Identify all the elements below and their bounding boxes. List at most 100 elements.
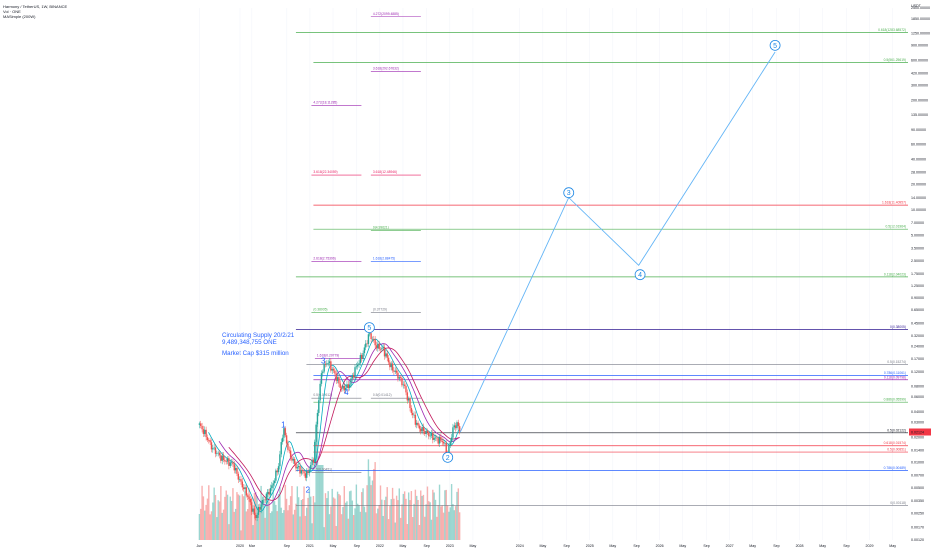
volume-bar <box>230 500 233 540</box>
volume-bar <box>409 500 411 540</box>
volume-bar <box>200 508 202 540</box>
candle-body <box>322 371 324 374</box>
candle-body <box>226 458 229 462</box>
candle-body <box>280 442 282 455</box>
candle-body <box>213 447 215 449</box>
volume-bar <box>303 486 305 540</box>
volume-bar <box>327 491 329 540</box>
volume-bar <box>284 484 286 540</box>
candle-body <box>240 479 242 482</box>
candle-body <box>255 515 257 518</box>
fib-left-label: 3.618(12.48946) <box>373 170 397 174</box>
candle-body <box>407 398 410 401</box>
wave-label: 5 <box>367 325 371 332</box>
volume-bar <box>378 505 380 540</box>
wave-circle <box>634 269 646 281</box>
volume-bar <box>381 499 383 540</box>
candle-body <box>444 442 446 444</box>
candle-body <box>285 435 288 444</box>
ma-long-line <box>228 347 460 501</box>
volume-bar <box>295 503 297 540</box>
candle-body <box>289 450 292 458</box>
candle-body <box>238 479 241 480</box>
candle-body <box>332 368 335 371</box>
y-tick-label: 0.03000 <box>911 421 924 425</box>
x-tick-label: 2026 <box>656 544 664 548</box>
volume-bar <box>308 489 311 540</box>
candle-body <box>377 343 379 349</box>
y-tick-label: 10.00000 <box>911 208 926 212</box>
y-tick-label: 14.00000 <box>911 196 926 200</box>
candle-body <box>297 466 300 468</box>
candle-body <box>405 385 407 393</box>
volume-bar <box>307 497 309 540</box>
volume-bar <box>373 468 375 540</box>
candle-body <box>314 441 316 463</box>
volume-bar <box>413 503 415 540</box>
candle-body <box>241 481 244 488</box>
volume-bar <box>220 486 222 540</box>
last-price-label: 0.02124 <box>911 430 924 434</box>
candle-body <box>318 400 320 413</box>
volume-bar <box>217 500 219 540</box>
candle-body <box>379 348 382 350</box>
candle-body <box>257 506 260 515</box>
candle-body <box>457 422 460 427</box>
candlesticks <box>198 330 461 522</box>
candle-body <box>248 496 250 500</box>
candle-body <box>362 353 364 359</box>
candle-body <box>272 483 274 486</box>
volume-bar <box>375 513 378 540</box>
y-tick-label: 3.50000 <box>911 246 924 250</box>
fib-label: 1.618(11.40957) <box>882 201 906 205</box>
volume-bar <box>448 511 450 540</box>
candle-body <box>284 428 286 436</box>
candle-body <box>251 502 253 512</box>
candle-body <box>218 452 221 456</box>
symbol-title: Harmony / TetherUS, 1W, BINANCE <box>3 4 68 9</box>
volume-bar <box>371 480 374 540</box>
candle-body <box>450 437 453 442</box>
candle-body <box>373 338 375 340</box>
volume-bar <box>365 512 367 540</box>
fib-left-label: 0.5(0.02612) <box>313 393 332 397</box>
volume-bar <box>450 484 453 540</box>
candle-body <box>296 467 299 469</box>
volume-bar <box>315 425 317 540</box>
volume-bar <box>394 522 396 540</box>
volume-bar <box>332 497 335 540</box>
candle-body <box>268 491 270 495</box>
y-tick-label: 200.00000 <box>911 99 928 103</box>
fib-left-label: 0.5(0.00451) <box>313 468 332 472</box>
volume-bar <box>287 510 289 540</box>
fib-left-label: (0.38005) <box>313 307 327 311</box>
y-tick-label: 0.06000 <box>911 395 924 399</box>
candle-body <box>245 487 248 496</box>
volume-bar <box>390 499 392 540</box>
candle-body <box>346 384 348 388</box>
fib-label: 0.5(0.00851) <box>887 448 906 452</box>
volume-bar <box>213 487 215 540</box>
volume-bar <box>311 523 313 540</box>
volume-bar <box>216 517 218 540</box>
volume-bar <box>412 517 414 540</box>
candle-body <box>436 437 438 439</box>
volume-bar <box>374 462 376 540</box>
candle-body <box>205 429 207 438</box>
candle-body <box>242 487 245 490</box>
candle-body <box>220 455 222 461</box>
candle-body <box>448 445 450 453</box>
fib-left-label: 3.618(292.67632) <box>373 66 399 70</box>
y-tick-label: 0.02000 <box>911 435 924 439</box>
volume-bar <box>240 530 242 540</box>
volume-bar <box>405 498 407 540</box>
volume-bar <box>281 512 284 540</box>
candle-body <box>382 346 384 349</box>
y-tick-label: 2500.00000 <box>911 6 930 10</box>
x-tick-label: May <box>749 544 756 548</box>
volume-bar <box>354 508 356 540</box>
projection-line <box>459 51 776 433</box>
fib-label: 0.118(0.09798) <box>884 375 906 379</box>
volume-bar <box>421 495 423 540</box>
